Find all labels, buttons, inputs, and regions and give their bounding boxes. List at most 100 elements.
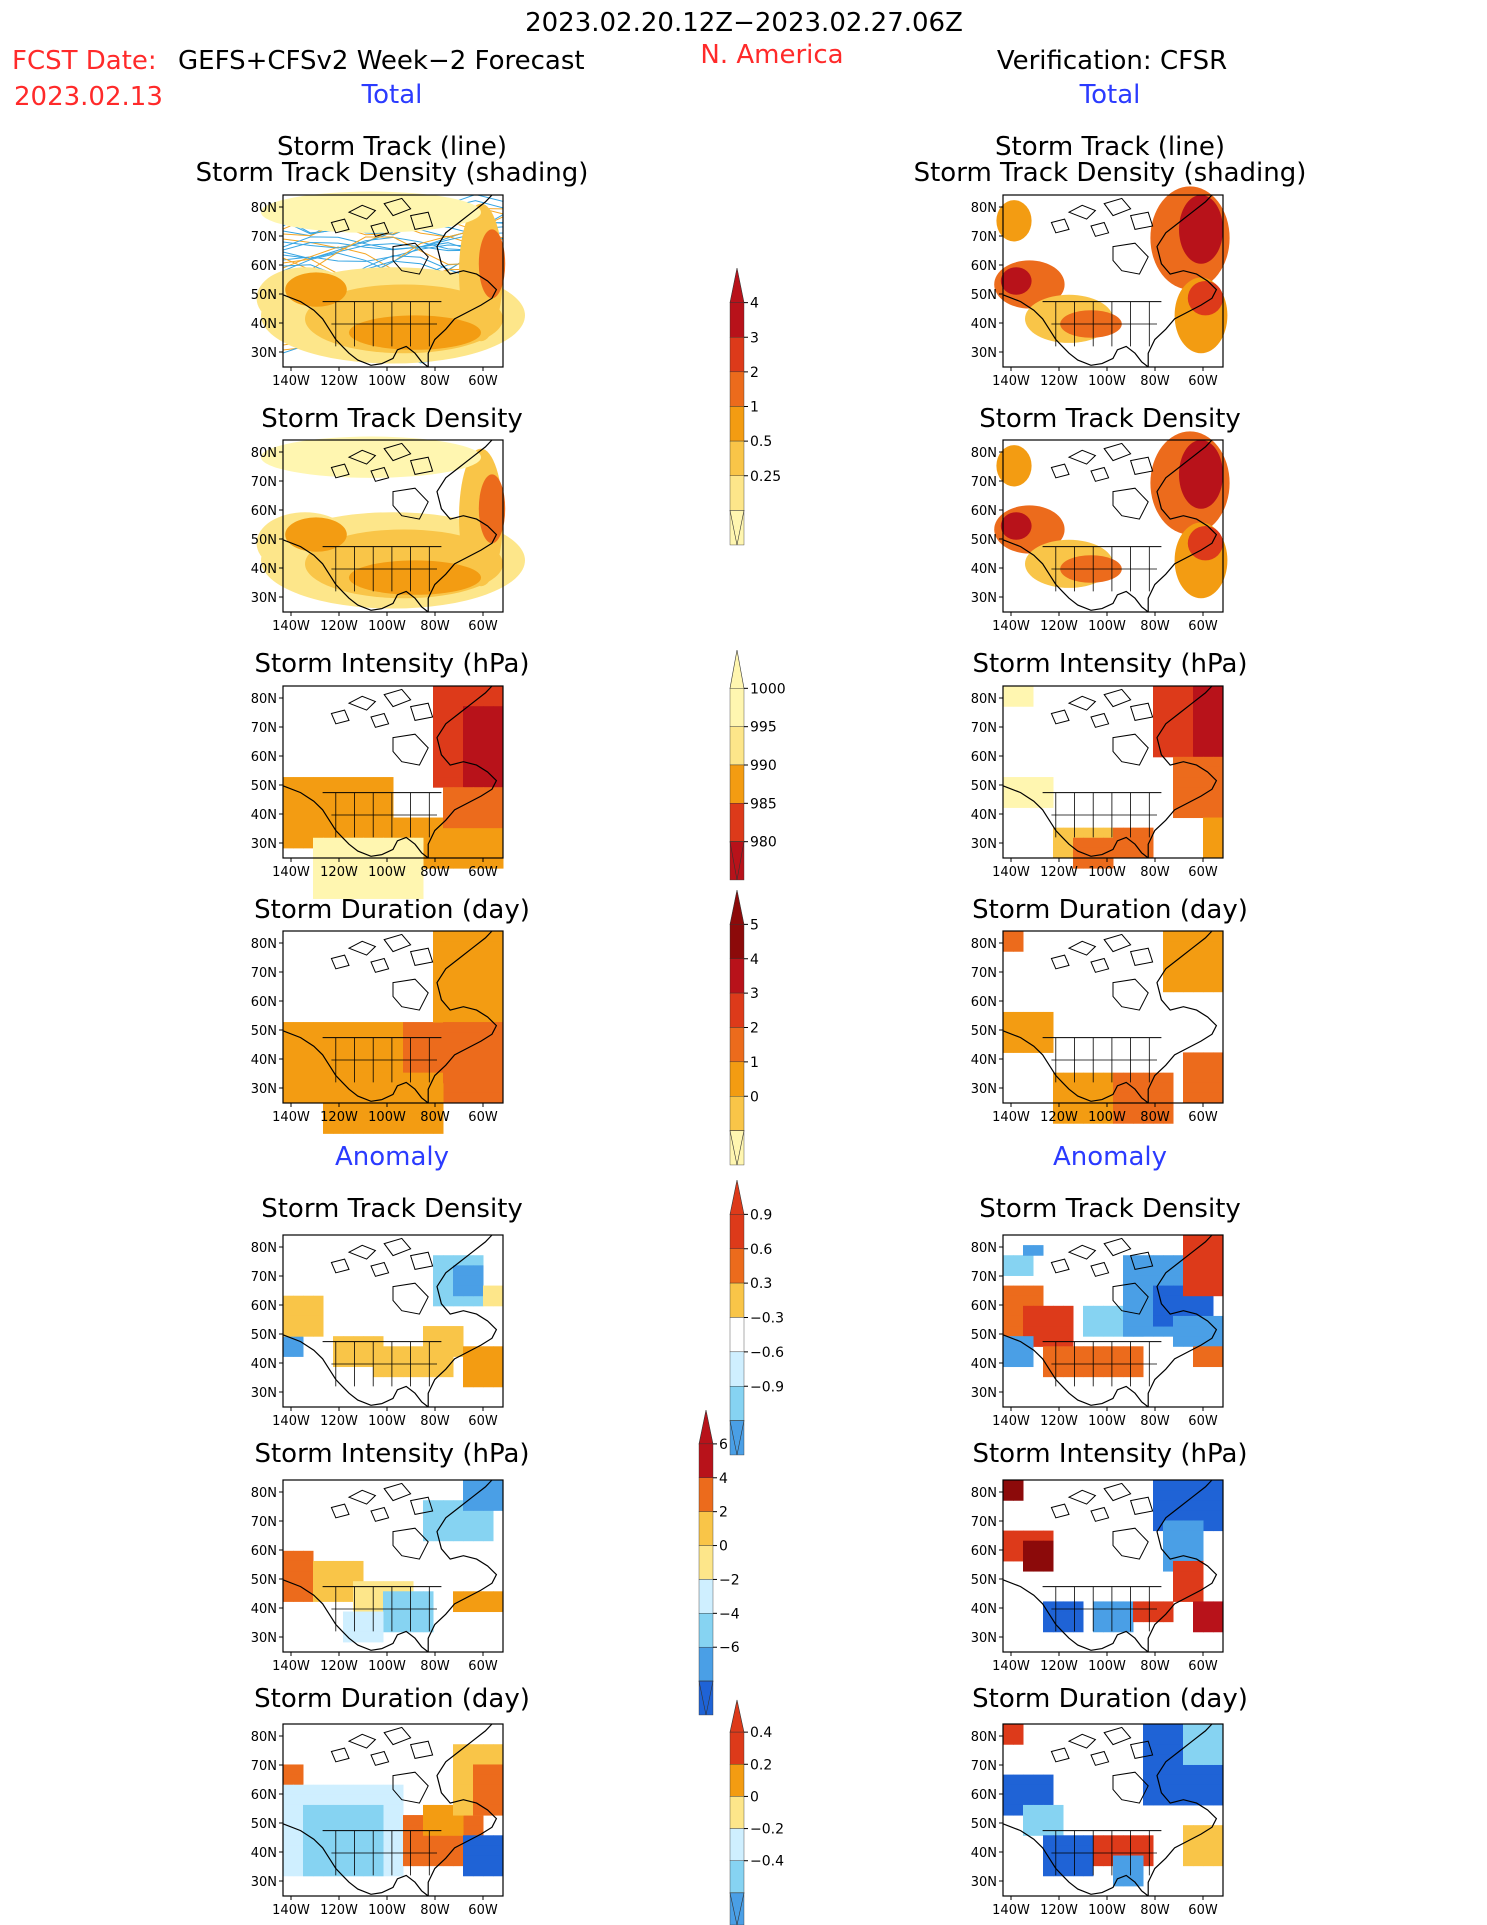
shading-cell (1043, 1042, 1054, 1053)
shading-cell (333, 1123, 344, 1134)
shading-cell (1123, 1865, 1134, 1877)
shading-cell (1003, 1794, 1014, 1806)
shading-cell (363, 1123, 374, 1134)
shading-cell (473, 1774, 484, 1786)
lat-label: 70N (251, 475, 277, 490)
shading-cell (1023, 1305, 1034, 1317)
colorbar-segment (698, 1613, 714, 1648)
shading-cell (1033, 1396, 1044, 1408)
shading-cell (483, 1794, 494, 1806)
shading-cell (473, 1356, 484, 1368)
shading-cell (453, 787, 464, 798)
shading-cell (453, 766, 464, 778)
shading-cell (493, 1052, 504, 1064)
shading-cell (1143, 1376, 1154, 1388)
shading-cell (1083, 858, 1094, 869)
shading-cell (1013, 787, 1024, 798)
shading-cell (1213, 1295, 1224, 1307)
shading-cell (1183, 1550, 1194, 1562)
shading-cell (1053, 1326, 1064, 1337)
colorbar-segment (729, 1860, 745, 1894)
shading-cell (323, 1784, 334, 1796)
island-outline (383, 933, 412, 953)
shading-cell (363, 1022, 374, 1033)
lon-label: 100W (368, 1903, 406, 1918)
shading-cell (363, 1052, 374, 1064)
shading-cell (1033, 1011, 1044, 1023)
colorbar-arrow-bottom (729, 1892, 745, 1925)
shading-cell (1103, 1376, 1114, 1388)
map-frame (282, 1723, 504, 1897)
hudson-bay-outline (392, 978, 429, 1011)
shading-cell (1143, 1346, 1154, 1357)
shading-cell (1183, 1386, 1194, 1398)
shading-cell (433, 1265, 444, 1276)
shading-cell (1213, 756, 1224, 768)
lon-label: 80W (420, 1903, 450, 1918)
shading-cell (1183, 1305, 1194, 1317)
shading-cell (443, 1845, 454, 1857)
shading-cell (493, 837, 504, 849)
shading-cell (1033, 1255, 1044, 1266)
shading-cell (1103, 1845, 1114, 1857)
shading-cell (363, 868, 374, 879)
title-intensity-right: Storm Intensity (hPa) (972, 649, 1248, 679)
shading-cell (383, 827, 394, 839)
shading-cell (1093, 847, 1104, 859)
shading-cell (1203, 1784, 1214, 1796)
shading-cell (483, 1346, 494, 1357)
shading-cell (383, 1356, 394, 1368)
shading-cell (293, 837, 304, 849)
shading-cell (1003, 787, 1014, 798)
shading-cell (1203, 1855, 1214, 1867)
shading-cell (383, 1784, 394, 1796)
shading-cell (1093, 1326, 1104, 1337)
shading-cell (1013, 1042, 1024, 1053)
shading-cell (443, 1326, 454, 1337)
shading-cell (1213, 1336, 1224, 1347)
shading-cell (1103, 1346, 1114, 1357)
shading-cell (373, 1082, 384, 1094)
shading-cell (1013, 1734, 1024, 1745)
shading-cell (1213, 1356, 1224, 1368)
island-outline (370, 221, 390, 237)
island-outline (409, 211, 434, 230)
shading-cell (1173, 1346, 1184, 1357)
shading-cell (493, 736, 504, 748)
shading-cell (343, 1845, 354, 1857)
lat-label: 40N (251, 808, 277, 823)
shading-cell (1133, 1396, 1144, 1408)
coastline-west (1002, 1823, 1149, 1897)
shading-cell (1213, 1255, 1224, 1266)
shading-cell (333, 847, 344, 859)
shading-cell (443, 736, 454, 748)
shading-cell (1173, 746, 1184, 758)
shading-cell (353, 1571, 364, 1582)
shading-cell (1093, 1113, 1104, 1124)
colorbar-label: 0.3 (750, 1276, 772, 1292)
shading-cell (1113, 1092, 1124, 1104)
shading-cell (1203, 1611, 1214, 1623)
shading-cell (1173, 1376, 1184, 1388)
shading-cell (413, 1621, 424, 1633)
shading-cell (433, 941, 444, 952)
shading-cell (493, 1784, 504, 1796)
shading-cell (383, 1123, 394, 1134)
shading-cell (383, 807, 394, 819)
shading-cell (1033, 1794, 1044, 1806)
shading-cell (433, 1295, 444, 1307)
shading-cell (463, 1022, 474, 1033)
shading-cell (1163, 1774, 1174, 1786)
shading-cell (1143, 1285, 1154, 1297)
coastline-east (427, 1479, 498, 1652)
shading-cell (413, 1092, 424, 1104)
shading-cell (1203, 1794, 1214, 1806)
shading-cell (1003, 1265, 1014, 1276)
shading-cell (1113, 1326, 1124, 1337)
shading-cell (343, 1855, 354, 1867)
shading-cell (293, 807, 304, 819)
shading-cell (403, 827, 414, 839)
shading-cell (1133, 1386, 1144, 1398)
shading-cell (1053, 1804, 1064, 1816)
shading-cell (1023, 1530, 1034, 1542)
